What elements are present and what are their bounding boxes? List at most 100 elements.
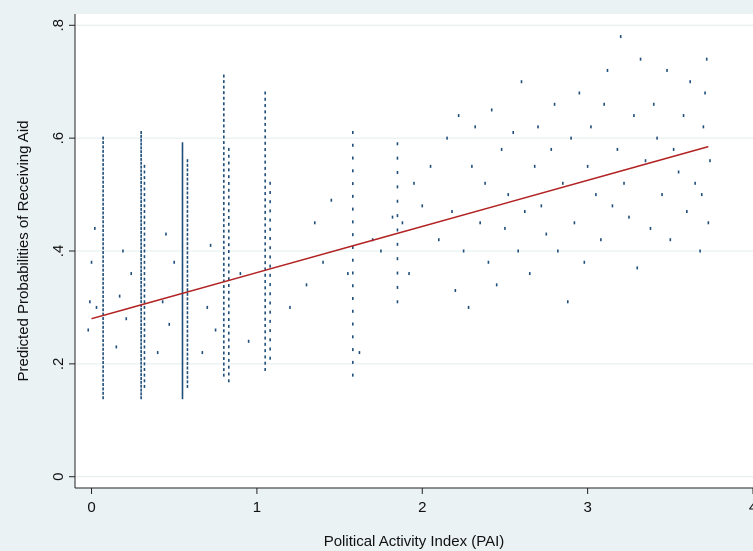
data-point-227 — [181, 233, 184, 237]
data-point-89 — [140, 284, 142, 288]
data-point-260 — [186, 384, 189, 388]
data-point-467 — [352, 348, 354, 352]
data-point-97 — [140, 253, 142, 257]
data-point-111 — [140, 200, 142, 204]
data-point-394 — [227, 181, 230, 185]
data-point-76 — [140, 334, 142, 338]
data-point-216 — [181, 264, 184, 268]
data-point-252 — [181, 162, 184, 166]
data-point-382 — [227, 263, 230, 267]
data-point-392 — [227, 195, 230, 199]
data-point-141 — [143, 322, 146, 326]
data-point-501 — [95, 305, 98, 309]
data-point-568 — [586, 164, 589, 168]
data-point-588 — [669, 238, 672, 242]
data-point-109 — [140, 207, 142, 211]
data-point-7 — [102, 365, 104, 369]
data-point-272 — [186, 329, 189, 333]
data-point-372 — [227, 331, 230, 335]
data-point-351 — [223, 146, 225, 150]
data-point-545 — [490, 108, 493, 112]
data-point-374 — [227, 318, 230, 322]
data-point-8 — [102, 361, 104, 365]
data-point-433 — [264, 160, 266, 164]
data-point-1 — [102, 391, 104, 395]
data-point-212 — [181, 276, 184, 280]
data-point-417 — [264, 261, 266, 265]
data-point-437 — [264, 135, 266, 139]
data-point-58 — [102, 141, 104, 145]
data-point-149 — [143, 277, 146, 281]
data-point-336 — [223, 229, 225, 233]
data-point-414 — [264, 280, 266, 284]
data-point-304 — [186, 182, 189, 186]
data-point-185 — [181, 353, 184, 357]
data-point-376 — [227, 304, 230, 308]
data-point-268 — [186, 348, 189, 352]
data-point-540 — [471, 164, 473, 168]
data-point-211 — [181, 279, 184, 283]
data-point-522 — [330, 198, 333, 202]
data-point-151 — [143, 266, 146, 270]
data-point-324 — [223, 296, 225, 300]
data-point-221 — [181, 250, 184, 254]
data-point-322 — [223, 307, 225, 311]
data-point-552 — [520, 80, 523, 84]
data-point-281 — [186, 288, 189, 292]
data-point-389 — [227, 215, 230, 219]
data-point-123 — [140, 154, 142, 158]
data-point-205 — [181, 296, 184, 300]
data-point-150 — [143, 272, 146, 276]
data-point-130 — [143, 384, 146, 388]
data-point-95 — [140, 261, 142, 265]
data-point-231 — [181, 222, 184, 226]
data-point-154 — [143, 249, 146, 253]
data-point-544 — [487, 260, 490, 264]
data-point-265 — [186, 361, 189, 365]
fit-line — [91, 145, 709, 320]
data-point-557 — [540, 204, 543, 208]
data-point-584 — [652, 102, 655, 106]
data-point-293 — [186, 232, 189, 236]
data-point-562 — [562, 181, 564, 185]
data-point-179 — [181, 370, 184, 374]
data-point-43 — [102, 207, 104, 211]
data-point-354 — [223, 129, 225, 133]
data-point-36 — [102, 237, 104, 241]
data-point-340 — [223, 207, 225, 211]
data-point-62 — [140, 388, 142, 392]
data-point-181 — [181, 364, 184, 368]
data-point-298 — [186, 209, 189, 213]
data-point-113 — [140, 192, 142, 196]
data-point-497 — [87, 328, 90, 332]
data-point-319 — [223, 323, 225, 327]
data-point-393 — [227, 188, 230, 192]
data-point-479 — [352, 194, 354, 198]
data-point-127 — [140, 138, 142, 142]
data-point-516 — [239, 272, 242, 276]
data-point-282 — [186, 283, 189, 287]
data-point-442 — [264, 104, 266, 108]
data-point-27 — [102, 277, 104, 281]
data-point-78 — [140, 327, 142, 331]
data-point-489 — [396, 242, 399, 246]
data-point-447 — [269, 338, 271, 342]
data-point-50 — [102, 176, 104, 180]
data-point-57 — [102, 145, 104, 149]
data-point-439 — [264, 122, 266, 126]
data-point-99 — [140, 246, 142, 250]
data-point-601 — [700, 193, 703, 197]
data-point-454 — [269, 273, 271, 277]
data-point-175 — [181, 381, 184, 385]
data-point-201 — [181, 307, 184, 311]
data-point-215 — [181, 267, 184, 271]
data-point-577 — [623, 181, 625, 185]
data-point-337 — [223, 224, 225, 228]
data-point-243 — [181, 187, 184, 191]
data-point-12 — [102, 343, 104, 347]
data-point-2 — [102, 387, 104, 391]
data-point-430 — [264, 179, 266, 183]
data-point-240 — [181, 196, 184, 200]
data-point-233 — [181, 216, 184, 220]
data-point-222 — [181, 247, 184, 251]
